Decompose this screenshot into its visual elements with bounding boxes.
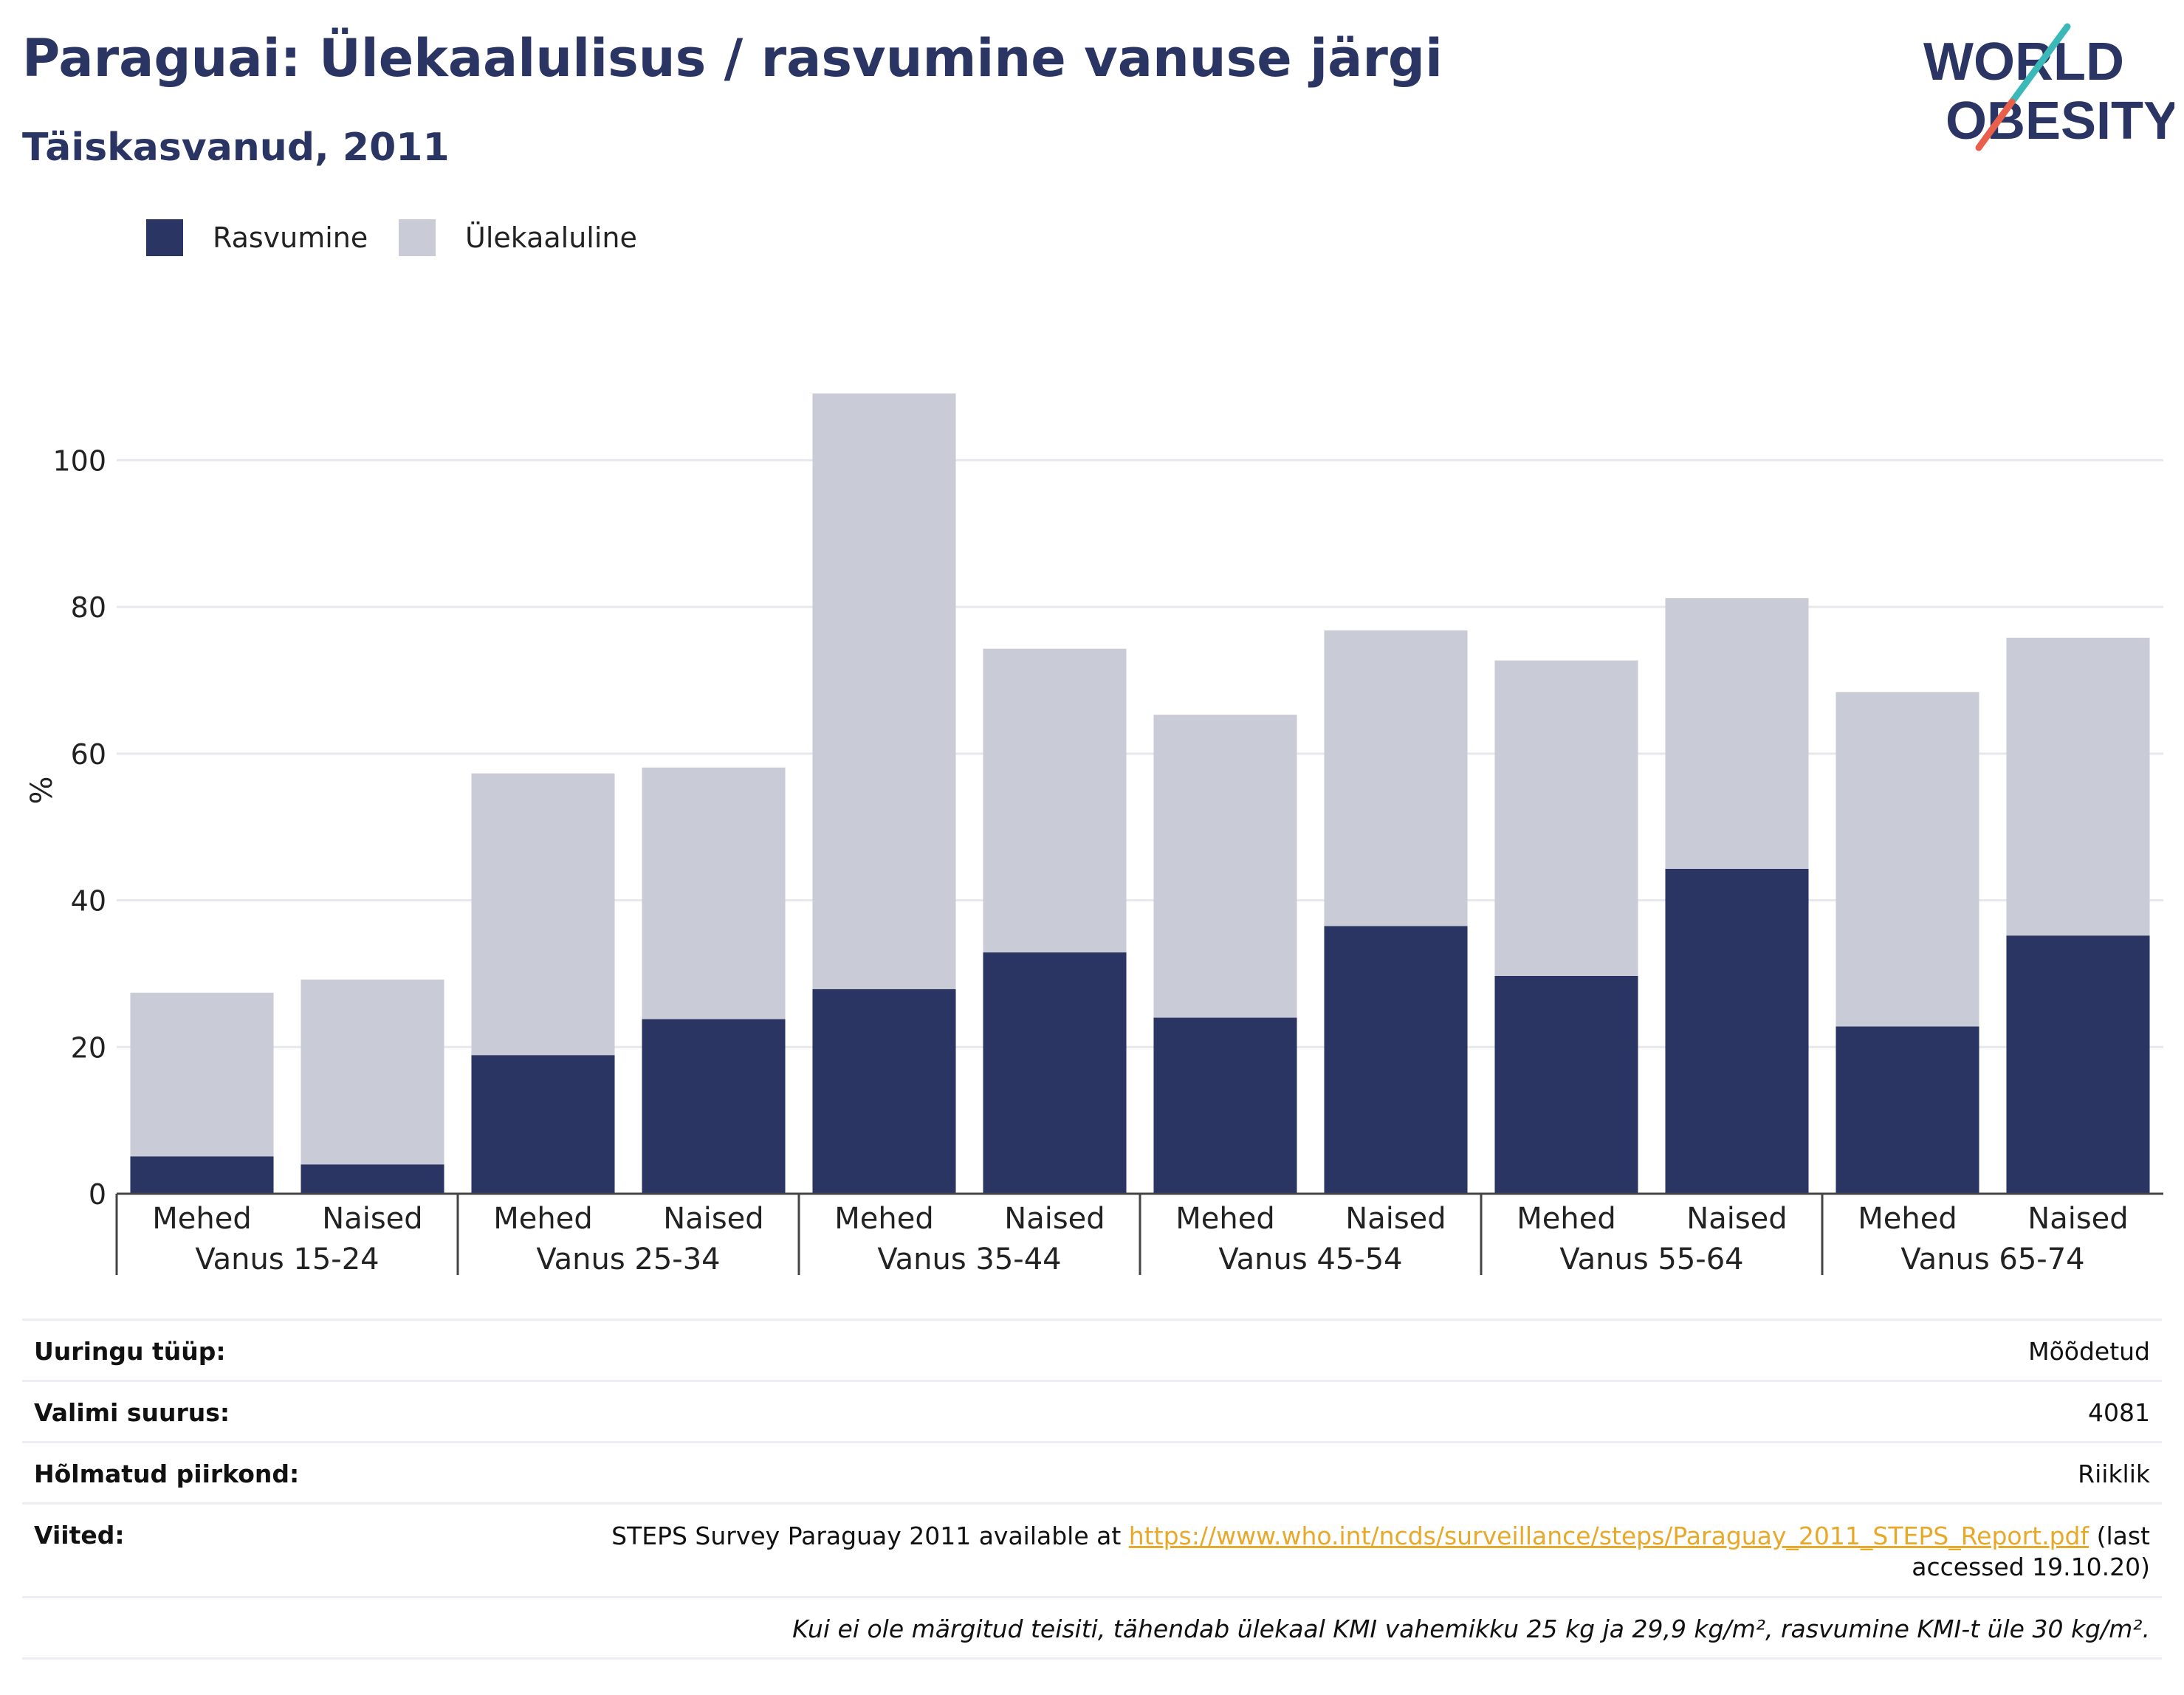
group-label: Vanus 55-64 bbox=[1559, 1242, 1743, 1276]
bar-rasvumine bbox=[471, 1055, 615, 1194]
bar-ulekaaluline bbox=[1153, 715, 1297, 1018]
x-tick-label: Naised bbox=[2027, 1202, 2128, 1236]
x-tick-label: Mehed bbox=[834, 1202, 933, 1236]
y-tick-label: 0 bbox=[89, 1178, 106, 1211]
bar-ulekaaluline bbox=[301, 979, 444, 1165]
references-text-after: (last bbox=[2089, 1522, 2150, 1550]
meta-row-references: Viited: STEPS Survey Paraguay 2011 avail… bbox=[22, 1502, 2162, 1596]
logo-slash-teal bbox=[2008, 23, 2071, 106]
chart-subtitle: Täiskasvanud, 2011 bbox=[22, 126, 450, 170]
y-tick-label: 20 bbox=[71, 1031, 106, 1064]
y-tick-label: 60 bbox=[71, 738, 106, 771]
x-tick-label: Mehed bbox=[1858, 1202, 1957, 1236]
legend-item-ulekaaluline: Ülekaaluline bbox=[399, 219, 637, 257]
meta-key: Valimi suurus: bbox=[34, 1398, 230, 1427]
x-tick-label: Naised bbox=[1004, 1202, 1105, 1236]
bar-rasvumine bbox=[1324, 926, 1468, 1194]
y-axis-title: % bbox=[25, 776, 59, 804]
meta-row-area-covered: Hõlmatud piirkond: Riiklik bbox=[22, 1441, 2162, 1502]
bar-ulekaaluline bbox=[1494, 660, 1638, 976]
references-text: STEPS Survey Paraguay 2011 available at bbox=[611, 1522, 1129, 1550]
x-tick-label: Mehed bbox=[493, 1202, 592, 1236]
references-line2: accessed 19.10.20) bbox=[1912, 1553, 2150, 1581]
legend-label-ulekaaluline: Ülekaaluline bbox=[465, 221, 637, 254]
bar-ulekaaluline bbox=[983, 648, 1127, 953]
group-label: Vanus 35-44 bbox=[877, 1242, 1061, 1276]
x-tick-label: Naised bbox=[322, 1202, 422, 1236]
bar-ulekaaluline bbox=[2006, 637, 2150, 936]
bar-ulekaaluline bbox=[812, 393, 956, 989]
references-value: STEPS Survey Paraguay 2011 available at … bbox=[611, 1521, 2150, 1583]
bar-ulekaaluline bbox=[1665, 598, 1809, 869]
references-link[interactable]: https://www.who.int/ncds/surveillance/st… bbox=[1128, 1522, 2089, 1550]
stacked-bar-chart: 0 20 40 60 80 100% Mehed Naised Mehed Naised Mehed… bbox=[25, 393, 2163, 1276]
chart-title: Paraguai: Ülekaalulisus / rasvumine vanu… bbox=[22, 28, 1443, 89]
bar-rasvumine bbox=[1665, 868, 1809, 1194]
meta-row-note: Kui ei ole märgitud teisiti, tähendab ül… bbox=[22, 1596, 2162, 1660]
legend-label-rasvumine: Rasvumine bbox=[213, 221, 368, 254]
bar-rasvumine bbox=[130, 1156, 274, 1194]
bar-rasvumine bbox=[642, 1019, 786, 1194]
world-obesity-logo: WORLD OBESITY bbox=[1923, 23, 2174, 151]
bar-rasvumine bbox=[2006, 935, 2150, 1194]
legend-swatch-ulekaaluline bbox=[399, 219, 436, 256]
bar-rasvumine bbox=[1494, 975, 1638, 1194]
bar-rasvumine bbox=[812, 989, 956, 1194]
y-tick-label: 40 bbox=[71, 885, 106, 918]
bar-rasvumine bbox=[983, 952, 1127, 1194]
bar-rasvumine bbox=[301, 1164, 444, 1194]
meta-value: Riiklik bbox=[2078, 1460, 2150, 1488]
meta-key: Uuringu tüüp: bbox=[34, 1337, 226, 1366]
x-tick-label: Naised bbox=[1686, 1202, 1787, 1236]
x-tick-label: Mehed bbox=[1517, 1202, 1615, 1236]
bar-ulekaaluline bbox=[471, 773, 615, 1056]
meta-row-sample-size: Valimi suurus: 4081 bbox=[22, 1380, 2162, 1441]
bar-rasvumine bbox=[1153, 1017, 1297, 1194]
logo-slash-red bbox=[1975, 98, 2016, 151]
legend-item-rasvumine: Rasvumine bbox=[146, 219, 368, 257]
legend-swatch-rasvumine bbox=[146, 219, 183, 256]
bar-rasvumine bbox=[1836, 1026, 1979, 1194]
y-tick-label: 80 bbox=[71, 591, 106, 624]
group-label: Vanus 25-34 bbox=[536, 1242, 720, 1276]
meta-value: 4081 bbox=[2088, 1398, 2150, 1427]
footnote: Kui ei ole märgitud teisiti, tähendab ül… bbox=[792, 1615, 2150, 1643]
group-label: Vanus 65-74 bbox=[1900, 1242, 2084, 1276]
bar-ulekaaluline bbox=[1324, 630, 1468, 926]
x-tick-label: Mehed bbox=[152, 1202, 251, 1236]
bar-ulekaaluline bbox=[642, 767, 786, 1020]
meta-row-survey-type: Uuringu tüüp: Mõõdetud bbox=[22, 1318, 2162, 1380]
metadata-table: Uuringu tüüp: Mõõdetud Valimi suurus: 40… bbox=[22, 1318, 2162, 1660]
group-label: Vanus 45-54 bbox=[1218, 1242, 1402, 1276]
meta-key: Viited: bbox=[34, 1521, 125, 1550]
bar-ulekaaluline bbox=[130, 992, 274, 1157]
x-tick-label: Naised bbox=[663, 1202, 763, 1236]
bar-ulekaaluline bbox=[1836, 692, 1979, 1027]
meta-value: Mõõdetud bbox=[2028, 1337, 2150, 1366]
group-label: Vanus 15-24 bbox=[195, 1242, 379, 1276]
meta-key: Hõlmatud piirkond: bbox=[34, 1460, 300, 1488]
x-tick-label: Mehed bbox=[1175, 1202, 1274, 1236]
y-tick-label: 100 bbox=[52, 444, 106, 477]
x-tick-label: Naised bbox=[1345, 1202, 1446, 1236]
